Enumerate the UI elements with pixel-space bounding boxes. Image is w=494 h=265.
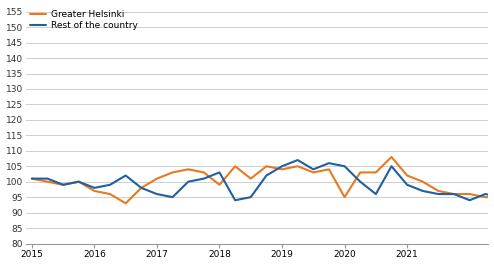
Greater Helsinki bbox=[373, 171, 379, 174]
Rest of the country bbox=[342, 165, 348, 168]
Greater Helsinki bbox=[435, 189, 441, 193]
Line: Rest of the country: Rest of the country bbox=[32, 142, 494, 200]
Rest of the country bbox=[123, 174, 128, 177]
Greater Helsinki bbox=[467, 192, 473, 196]
Greater Helsinki bbox=[420, 180, 426, 183]
Greater Helsinki bbox=[295, 165, 301, 168]
Greater Helsinki bbox=[279, 168, 285, 171]
Greater Helsinki bbox=[310, 171, 316, 174]
Rest of the country bbox=[201, 177, 207, 180]
Line: Greater Helsinki: Greater Helsinki bbox=[32, 27, 494, 203]
Greater Helsinki bbox=[185, 168, 191, 171]
Rest of the country bbox=[60, 183, 66, 186]
Rest of the country bbox=[451, 192, 457, 196]
Greater Helsinki bbox=[451, 192, 457, 196]
Rest of the country bbox=[107, 183, 113, 186]
Greater Helsinki bbox=[388, 155, 394, 158]
Greater Helsinki bbox=[404, 174, 410, 177]
Rest of the country bbox=[154, 192, 160, 196]
Rest of the country bbox=[295, 158, 301, 162]
Rest of the country bbox=[138, 186, 144, 189]
Rest of the country bbox=[248, 196, 254, 199]
Rest of the country bbox=[467, 199, 473, 202]
Greater Helsinki bbox=[201, 171, 207, 174]
Rest of the country bbox=[388, 165, 394, 168]
Greater Helsinki bbox=[482, 196, 488, 199]
Rest of the country bbox=[404, 183, 410, 186]
Greater Helsinki bbox=[232, 165, 238, 168]
Rest of the country bbox=[216, 171, 222, 174]
Greater Helsinki bbox=[169, 171, 175, 174]
Rest of the country bbox=[279, 165, 285, 168]
Rest of the country bbox=[435, 192, 441, 196]
Rest of the country bbox=[91, 186, 97, 189]
Rest of the country bbox=[76, 180, 82, 183]
Greater Helsinki bbox=[44, 180, 50, 183]
Greater Helsinki bbox=[76, 180, 82, 183]
Rest of the country bbox=[420, 189, 426, 193]
Greater Helsinki bbox=[107, 192, 113, 196]
Greater Helsinki bbox=[138, 186, 144, 189]
Legend: Greater Helsinki, Rest of the country: Greater Helsinki, Rest of the country bbox=[28, 8, 139, 32]
Rest of the country bbox=[263, 174, 269, 177]
Greater Helsinki bbox=[263, 165, 269, 168]
Rest of the country bbox=[185, 180, 191, 183]
Greater Helsinki bbox=[154, 177, 160, 180]
Greater Helsinki bbox=[357, 171, 363, 174]
Greater Helsinki bbox=[326, 168, 332, 171]
Rest of the country bbox=[357, 180, 363, 183]
Rest of the country bbox=[482, 192, 488, 196]
Rest of the country bbox=[169, 196, 175, 199]
Rest of the country bbox=[44, 177, 50, 180]
Rest of the country bbox=[373, 192, 379, 196]
Greater Helsinki bbox=[29, 177, 35, 180]
Greater Helsinki bbox=[342, 196, 348, 199]
Greater Helsinki bbox=[91, 189, 97, 193]
Rest of the country bbox=[310, 168, 316, 171]
Greater Helsinki bbox=[216, 183, 222, 186]
Greater Helsinki bbox=[123, 202, 128, 205]
Greater Helsinki bbox=[248, 177, 254, 180]
Rest of the country bbox=[232, 199, 238, 202]
Rest of the country bbox=[29, 177, 35, 180]
Greater Helsinki bbox=[60, 183, 66, 186]
Rest of the country bbox=[326, 162, 332, 165]
